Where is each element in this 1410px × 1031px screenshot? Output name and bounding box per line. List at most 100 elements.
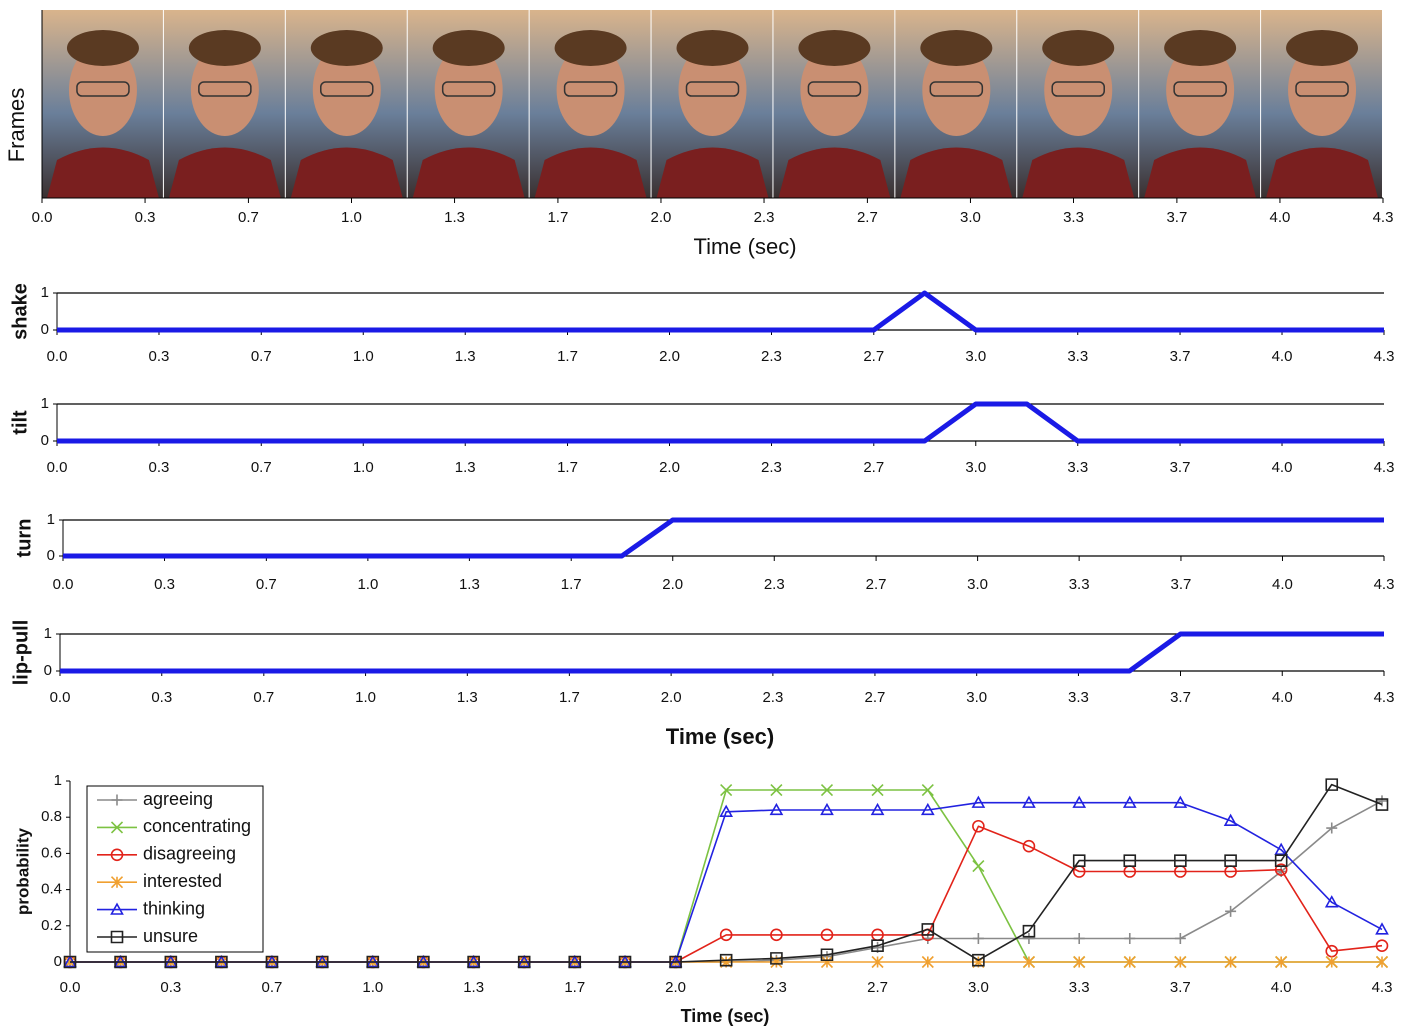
x-tick-label: 1.7 (561, 576, 582, 593)
x-tick-label: 1.0 (353, 459, 374, 476)
x-tick-label: 0.7 (251, 459, 272, 476)
x-tick-label: 2.0 (659, 348, 680, 365)
x-tick-label: 1.7 (547, 209, 568, 226)
x-tick-label: 1.3 (455, 459, 476, 476)
x-tick-label: 4.3 (1374, 459, 1395, 476)
x-tick-label: 1.7 (559, 689, 580, 706)
x-tick-label: 0.0 (50, 689, 71, 706)
x-tick-label: 3.3 (1069, 979, 1090, 996)
x-tick-label: 2.7 (863, 459, 884, 476)
y-axis-label: lip-pull (10, 620, 32, 686)
x-tick-label: 2.7 (867, 979, 888, 996)
x-tick-label: 1.7 (564, 979, 585, 996)
y-tick-label: 0 (41, 321, 49, 338)
data-line (60, 634, 1384, 671)
y-tick-label: 0.8 (41, 808, 62, 825)
x-tick-label: 0.0 (53, 576, 74, 593)
x-tick-label: 2.3 (754, 209, 775, 226)
x-axis-label: Time (sec) (666, 724, 774, 749)
x-tick-label: 2.0 (661, 689, 682, 706)
x-tick-label: 3.3 (1067, 348, 1088, 365)
x-tick-label: 1.3 (459, 576, 480, 593)
frame-hair (1164, 30, 1236, 66)
data-line (57, 293, 1384, 330)
x-tick-label: 2.3 (762, 689, 783, 706)
legend-label: agreeing (143, 789, 213, 809)
legend-label: disagreeing (143, 844, 236, 864)
data-point (1175, 933, 1186, 944)
x-tick-label: 1.0 (362, 979, 383, 996)
x-tick-label: 4.0 (1272, 348, 1293, 365)
data-point (973, 861, 984, 872)
x-tick-label: 0.7 (256, 576, 277, 593)
y-axis-label: shake (9, 283, 31, 340)
data-point (973, 933, 984, 944)
y-axis-label: Frames (4, 88, 29, 163)
x-tick-label: 3.7 (1170, 459, 1191, 476)
x-tick-label: 3.3 (1068, 689, 1089, 706)
data-point (1377, 795, 1388, 806)
x-tick-label: 1.3 (457, 689, 478, 706)
x-tick-label: 4.3 (1374, 576, 1395, 593)
legend-label: interested (143, 871, 222, 891)
x-tick-label: 3.0 (968, 979, 989, 996)
x-tick-label: 2.7 (865, 689, 886, 706)
x-tick-label: 1.0 (357, 576, 378, 593)
x-tick-label: 3.3 (1069, 576, 1090, 593)
x-tick-label: 1.3 (455, 348, 476, 365)
x-tick-label: 0.3 (149, 459, 170, 476)
x-tick-label: 1.0 (341, 209, 362, 226)
y-tick-label: 1 (47, 511, 55, 528)
frame-hair (1042, 30, 1114, 66)
y-tick-label: 1 (41, 395, 49, 412)
x-tick-label: 3.7 (1170, 689, 1191, 706)
y-tick-label: 0.6 (41, 844, 62, 861)
y-tick-label: 0 (44, 662, 52, 679)
x-tick-label: 0.3 (151, 689, 172, 706)
y-tick-label: 0 (41, 432, 49, 449)
x-tick-label: 1.3 (463, 979, 484, 996)
y-axis-label: tilt (9, 410, 31, 435)
x-tick-label: 3.0 (966, 689, 987, 706)
x-tick-label: 4.0 (1272, 576, 1293, 593)
x-tick-label: 2.0 (659, 459, 680, 476)
x-tick-label: 0.7 (262, 979, 283, 996)
x-tick-label: 1.7 (557, 459, 578, 476)
frame-hair (433, 30, 505, 66)
frame-hair (920, 30, 992, 66)
x-tick-label: 4.3 (1374, 689, 1395, 706)
x-tick-label: 3.3 (1067, 459, 1088, 476)
frame-hair (67, 30, 139, 66)
x-tick-label: 0.3 (160, 979, 181, 996)
x-tick-label: 2.3 (761, 348, 782, 365)
x-tick-label: 2.3 (761, 459, 782, 476)
x-tick-label: 3.0 (967, 576, 988, 593)
data-point (1023, 933, 1034, 944)
x-tick-label: 2.0 (662, 576, 683, 593)
x-tick-label: 0.0 (47, 459, 68, 476)
x-tick-label: 0.0 (47, 348, 68, 365)
x-tick-label: 4.3 (1372, 979, 1393, 996)
data-line (70, 826, 1382, 962)
legend-label: thinking (143, 898, 205, 918)
x-tick-label: 4.0 (1270, 209, 1291, 226)
x-tick-label: 3.0 (960, 209, 981, 226)
frame-hair (311, 30, 383, 66)
x-tick-label: 3.7 (1171, 576, 1192, 593)
y-tick-label: 0 (54, 953, 62, 970)
x-tick-label: 0.3 (135, 209, 156, 226)
x-tick-label: 0.3 (154, 576, 175, 593)
x-tick-label: 3.0 (965, 459, 986, 476)
y-tick-label: 1 (41, 284, 49, 301)
x-tick-label: 0.0 (32, 209, 53, 226)
frame-hair (677, 30, 749, 66)
x-tick-label: 0.7 (238, 209, 259, 226)
x-tick-label: 1.7 (557, 348, 578, 365)
x-tick-label: 2.7 (866, 576, 887, 593)
x-tick-label: 2.7 (863, 348, 884, 365)
y-axis-label: probability (13, 828, 32, 915)
data-point (1124, 933, 1135, 944)
x-tick-label: 3.7 (1170, 979, 1191, 996)
x-tick-label: 4.3 (1373, 209, 1394, 226)
x-tick-label: 3.7 (1166, 209, 1187, 226)
